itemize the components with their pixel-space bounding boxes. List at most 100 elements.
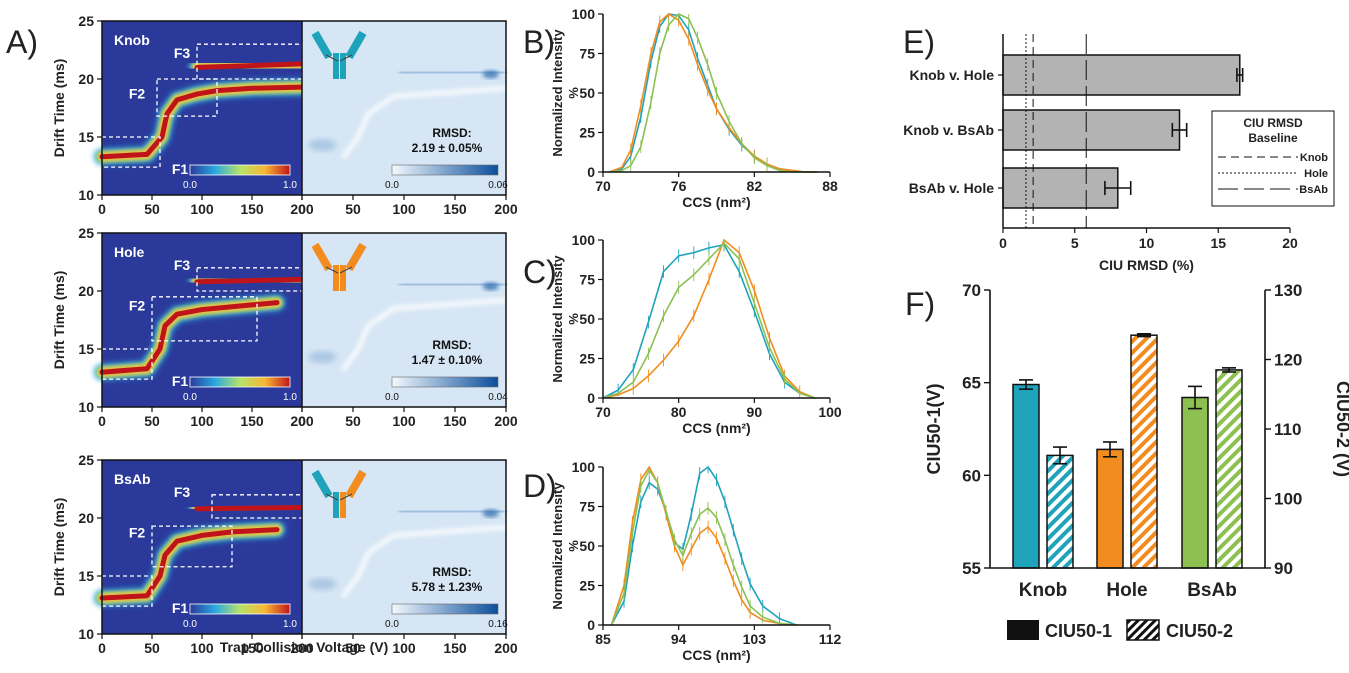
bar-ciu50-2-2 — [1215, 369, 1243, 569]
category-label: Knob — [1019, 580, 1068, 601]
x-tick-label: 50 — [144, 413, 160, 429]
x-tick-label: 90 — [747, 404, 763, 420]
panel-e-rmsd-bars: Knob v. Hole Knob v. BsAb BsAb v. Hole 0 5 10… — [903, 34, 1335, 273]
diff-colorbar-max-label: 0.04 — [488, 392, 508, 403]
x-tick-label: 150 — [443, 413, 467, 429]
difference-hotspot — [482, 282, 499, 291]
legend-swatch-hatched — [1126, 619, 1160, 641]
y-tick-label: 15 — [78, 341, 94, 357]
panel-label-f: F) — [905, 286, 935, 322]
y-tick-label: 20 — [78, 283, 94, 299]
antibody-arm-right — [345, 30, 367, 60]
rmsd-label: RMSD: — [432, 338, 471, 352]
baseline-legend-box — [1211, 110, 1335, 207]
diff-colorbar-max-label: 0.06 — [488, 180, 508, 191]
feature-label-f2: F2 — [129, 298, 146, 314]
feature-box-f1 — [101, 575, 153, 607]
x-tick-label: 82 — [747, 178, 763, 194]
x-tick-label: 100 — [392, 201, 416, 217]
heatmap-ridge-1 — [99, 84, 305, 160]
heatmap-ridge-2 — [194, 276, 305, 285]
difference-streak — [340, 297, 507, 372]
y-tick-label: 75 — [579, 46, 595, 62]
y-axis-label-line2: % — [566, 87, 581, 99]
colorbar-max-label: 1.0 — [283, 180, 297, 191]
x-tick-label: 15 — [1210, 235, 1226, 251]
antibody-icon — [311, 242, 367, 291]
category-label: BsAb — [1187, 580, 1237, 601]
x-tick-label: 76 — [671, 178, 687, 194]
rmsd-label: RMSD: — [432, 126, 471, 140]
ciu-row-bsab: BsAb F1 F2 F3 0.0 1.0 RMSD:5.78 ± 1.23% 0.0 0.16… — [51, 452, 518, 656]
x-tick-label: 70 — [595, 178, 611, 194]
panel-c-ccs-distribution: 0 25 50 75 100 70 80 90 100 CCS (nm²) Normalized I… — [550, 232, 842, 436]
series-line-2 — [609, 13, 818, 173]
colorbar-jet — [189, 376, 291, 388]
y-tick-label: 25 — [579, 351, 595, 367]
y-tick-label: 0 — [587, 390, 595, 406]
antibody-stem-right — [340, 53, 346, 79]
y-tick-label: 0 — [587, 164, 595, 180]
x-tick-label: 200 — [290, 640, 314, 656]
category-label: Knob v. BsAb — [903, 122, 994, 138]
y-tick-label-left: 70 — [962, 281, 981, 300]
x-tick-label: 150 — [443, 640, 467, 656]
y-tick-label: 0 — [587, 617, 595, 633]
legend-entry-knob: Knob — [1300, 152, 1328, 164]
x-tick-label: 200 — [290, 413, 314, 429]
diff-colorbar-min-label: 0.0 — [385, 180, 399, 191]
x-tick-label: 20 — [1282, 235, 1298, 251]
x-tick-label: 0 — [98, 413, 106, 429]
heatmap-ridge-1 — [99, 300, 280, 375]
legend-entry-ciu50-2: CIU50-2 — [1166, 621, 1233, 641]
y-axis-label-line2: % — [566, 540, 581, 552]
category-label: BsAb v. Hole — [909, 180, 995, 196]
x-tick-label: 50 — [345, 413, 361, 429]
legend-entry-bsab: BsAb — [1299, 184, 1328, 196]
x-tick-label: 150 — [443, 201, 467, 217]
difference-hotspot — [308, 351, 337, 364]
x-axis-label: CIU RMSD (%) — [1099, 257, 1194, 273]
colorbar-min-label: 0.0 — [183, 392, 197, 403]
difference-hotspot — [308, 578, 337, 591]
antibody-icon — [311, 30, 367, 79]
rmsd-value: 2.19 ± 0.05% — [412, 141, 483, 155]
difference-hotspot — [482, 70, 499, 79]
feature-label-f2: F2 — [129, 525, 146, 541]
antibody-stem-left — [333, 265, 339, 291]
rmsd-value: 5.78 ± 1.23% — [412, 580, 483, 594]
y-tick-label-left: 65 — [962, 374, 981, 393]
y-tick-label-right: 100 — [1274, 490, 1302, 509]
antibody-arm-left — [311, 30, 333, 60]
antibody-arm-right — [345, 242, 367, 272]
x-tick-label: 94 — [671, 631, 687, 647]
feature-label-f1: F1 — [172, 373, 189, 389]
difference-streak — [340, 85, 507, 160]
panel-label-b: B) — [523, 24, 555, 60]
y-tick-label: 20 — [78, 510, 94, 526]
category-label: Hole — [1106, 580, 1147, 601]
y-tick-label-right: 110 — [1274, 420, 1301, 439]
bar-ciu50-2-0 — [1046, 454, 1074, 569]
x-tick-label: 200 — [494, 640, 518, 656]
rmsd-label: RMSD: — [432, 565, 471, 579]
feature-label-f1: F1 — [172, 161, 189, 177]
y-tick-label: 25 — [579, 125, 595, 141]
y-tick-label: 20 — [78, 71, 94, 87]
panel-f-ciu50-bars: Knob Hole BsAb 55 60 65 70 90 100 110 120 130 CIU50-… — [924, 281, 1349, 641]
y-axis-label: Drift Time (ms) — [51, 498, 67, 597]
feature-box-f2 — [151, 525, 233, 568]
panel-b-ccs-distribution: 0 25 50 75 100 70 76 82 88 CCS (nm²) Normalized In… — [550, 6, 838, 210]
series-line-1 — [609, 13, 818, 173]
x-tick-label: 0 — [298, 640, 306, 656]
y-tick-label: 10 — [78, 399, 94, 415]
antibody-hinge — [325, 54, 353, 62]
heatmap-ridge-2 — [194, 505, 305, 512]
antibody-hinge — [325, 493, 353, 501]
heatmap-frame — [101, 459, 507, 635]
x-tick-label: 0 — [298, 201, 306, 217]
feature-label-f3: F3 — [174, 257, 191, 273]
legend-title-line1: CIU RMSD — [1243, 116, 1303, 130]
y-tick-label: 50 — [579, 538, 595, 554]
colorbar-max-label: 1.0 — [283, 619, 297, 630]
